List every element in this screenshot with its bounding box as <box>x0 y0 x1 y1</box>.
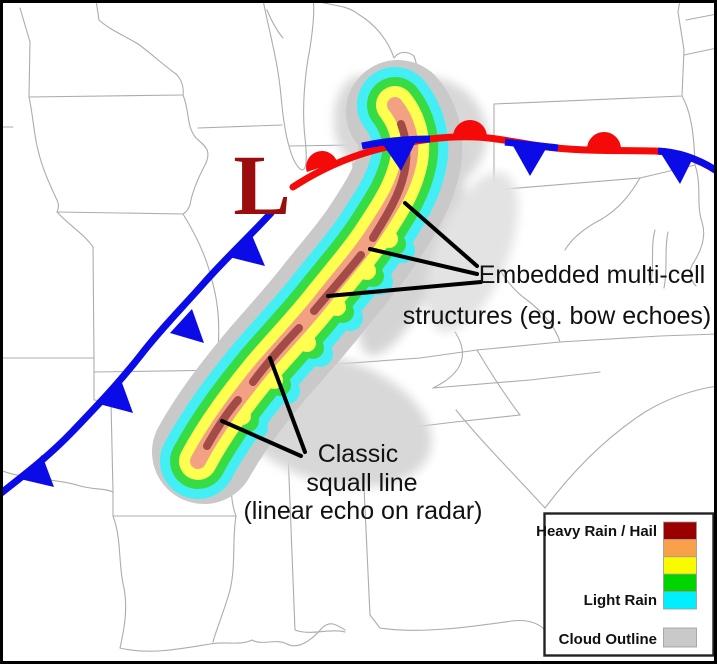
embedded-leader-3 <box>326 280 483 298</box>
stationary-front-cold-pip <box>660 152 694 184</box>
legend-heavy-rain-label: Heavy Rain / Hail <box>536 523 657 540</box>
legend: Heavy Rain / Hail Light Rain Cloud Outli… <box>536 512 715 657</box>
embedded-annotation-line1: Embedded multi-cell <box>479 261 706 289</box>
annotation-texts: Embedded multi-cell structures (eg. bow … <box>243 261 711 525</box>
band-yellow-scallops <box>233 230 398 425</box>
cold-front-pip <box>170 309 204 343</box>
cold-front-line <box>0 209 275 498</box>
embedded-leader-1 <box>403 201 479 268</box>
cold-front-pip <box>20 455 54 487</box>
legend-swatch-yellow <box>663 556 697 575</box>
stationary-front-cold-pip <box>382 139 417 171</box>
legend-swatch-orange <box>663 539 697 558</box>
embedded-leader-2 <box>368 247 479 276</box>
cold-front-pip <box>229 233 265 266</box>
squall-line-radar-bands <box>160 67 449 499</box>
legend-light-rain-label: Light Rain <box>584 592 657 609</box>
low-pressure-symbol: L <box>233 137 290 233</box>
cloud-streak-far-east <box>425 172 519 332</box>
classic-annotation-line1: Classic <box>318 440 399 468</box>
legend-cloud-outline-label: Cloud Outline <box>559 631 657 648</box>
warm-front-pip <box>453 120 487 138</box>
front-segment-blue <box>361 135 431 150</box>
classic-leader-2 <box>220 419 303 458</box>
embedded-annotation-line2: structures (eg. bow echoes) <box>403 302 711 330</box>
legend-swatch-heavy-red <box>663 521 697 540</box>
legend-swatch-cloud-gray <box>663 627 697 648</box>
classic-annotation-line3: (linear echo on radar) <box>243 497 482 525</box>
classic-leader-1 <box>268 356 307 454</box>
stationary-front-cold-pip <box>512 144 547 176</box>
cold-front-pip <box>99 380 133 413</box>
legend-swatch-cyan <box>663 591 697 610</box>
stationary-front <box>289 120 717 191</box>
core-cell-3 <box>310 251 365 315</box>
core-cell-2 <box>249 324 303 386</box>
classic-annotation-line2: squall line <box>306 469 417 497</box>
front-segment-blue <box>504 138 559 152</box>
warm-front-pip <box>587 132 621 150</box>
legend-swatch-green <box>663 573 697 593</box>
leader-lines <box>220 201 483 458</box>
warm-front-pip <box>306 151 338 172</box>
cold-front <box>0 209 275 498</box>
